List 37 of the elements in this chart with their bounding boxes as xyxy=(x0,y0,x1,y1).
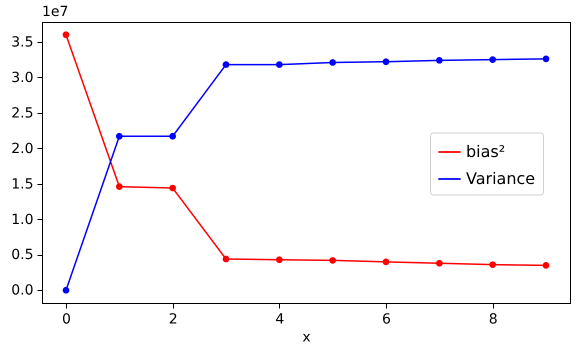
y-tick-label: 0.0 xyxy=(11,282,34,299)
point xyxy=(276,61,283,68)
y-tick-label: 2.0 xyxy=(11,140,34,157)
point xyxy=(329,257,336,264)
y-tick-label: 3.0 xyxy=(11,70,34,86)
x-tick-label: 8 xyxy=(488,312,498,328)
point xyxy=(62,31,70,38)
x-tick-label: 6 xyxy=(382,312,392,328)
point xyxy=(489,56,496,63)
point xyxy=(222,256,230,262)
point xyxy=(542,262,550,269)
point xyxy=(436,56,443,64)
point xyxy=(382,258,390,266)
x-tick-label: 4 xyxy=(275,312,284,328)
point xyxy=(62,286,70,294)
x-tick-label: 0 xyxy=(62,312,71,328)
point xyxy=(116,183,123,190)
y-tick-label: 2.5 xyxy=(11,105,34,122)
point xyxy=(436,260,443,267)
y-tick-label: 1.0 xyxy=(11,212,34,228)
point xyxy=(169,184,176,192)
legend-label: Variance xyxy=(466,169,536,188)
point xyxy=(382,58,390,66)
point xyxy=(222,61,230,68)
x-axis-title: x xyxy=(302,330,311,346)
point xyxy=(169,132,176,140)
point xyxy=(329,59,336,66)
point xyxy=(116,132,123,140)
y-tick-label: 3.5 xyxy=(11,34,34,50)
point xyxy=(489,261,496,268)
x-tick-label: 2 xyxy=(168,312,178,328)
point xyxy=(276,256,283,264)
y-tick-label: 1.5 xyxy=(11,176,34,192)
legend-label: bias² xyxy=(466,142,506,161)
text: 1e7 xyxy=(42,4,68,20)
point xyxy=(542,56,550,62)
y-tick-label: 0.5 xyxy=(11,247,34,264)
